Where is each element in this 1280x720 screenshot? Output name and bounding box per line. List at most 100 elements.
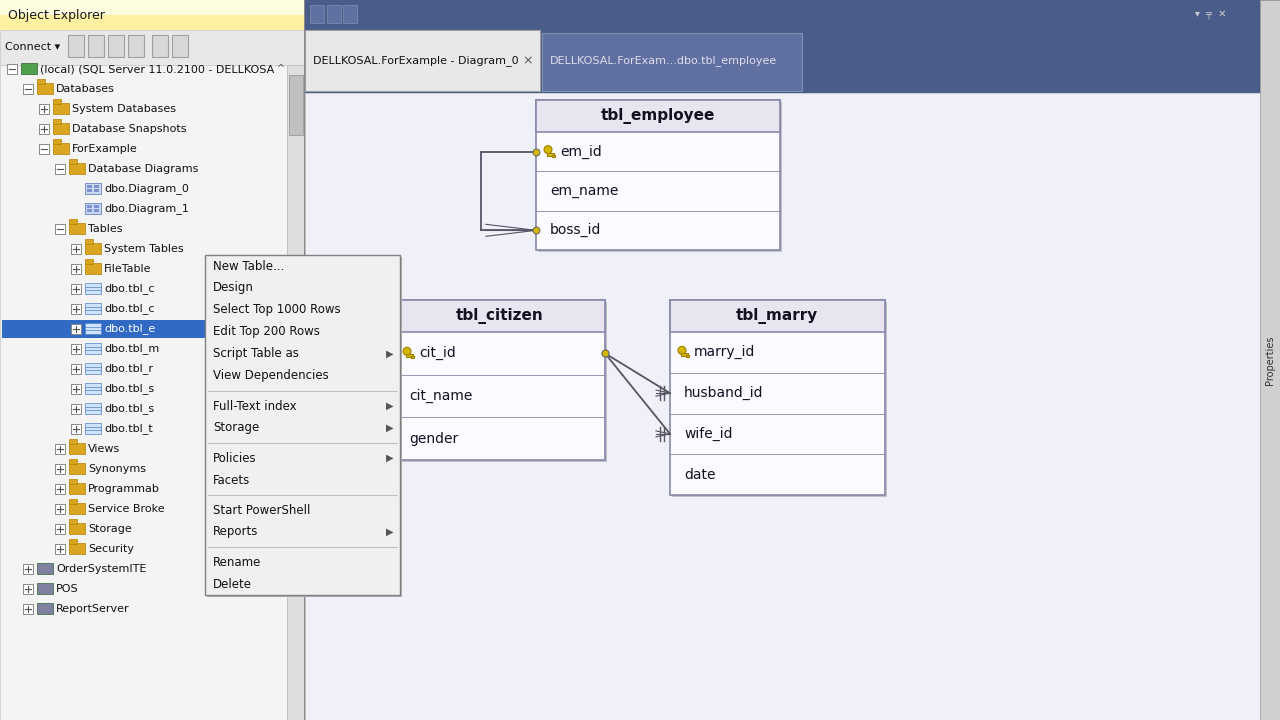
Bar xyxy=(547,153,554,156)
Bar xyxy=(152,35,168,57)
Text: Reports: Reports xyxy=(212,526,259,539)
Bar xyxy=(70,304,81,314)
Text: ^: ^ xyxy=(276,64,285,74)
Bar xyxy=(0,65,287,720)
Text: Facets: Facets xyxy=(212,474,251,487)
Text: cit_name: cit_name xyxy=(410,389,472,403)
Bar xyxy=(52,123,69,134)
Text: Policies: Policies xyxy=(212,451,256,464)
Bar xyxy=(69,439,77,444)
Text: Select Top 1000 Rows: Select Top 1000 Rows xyxy=(212,304,340,317)
Bar xyxy=(70,364,81,374)
Bar xyxy=(1260,0,1280,720)
Text: em_id: em_id xyxy=(561,145,602,158)
Circle shape xyxy=(678,346,686,354)
Bar xyxy=(69,539,77,544)
Text: gender: gender xyxy=(410,432,458,446)
Text: ▶: ▶ xyxy=(387,453,393,463)
Text: Full-Text index: Full-Text index xyxy=(212,400,297,413)
Bar xyxy=(108,35,124,57)
Bar xyxy=(84,303,101,314)
Bar xyxy=(70,384,81,394)
Circle shape xyxy=(403,347,411,356)
Text: Design: Design xyxy=(212,282,253,294)
Bar xyxy=(84,323,101,334)
Bar xyxy=(23,584,33,594)
Bar xyxy=(305,0,1280,30)
Bar xyxy=(84,363,101,374)
Bar xyxy=(55,164,65,174)
Bar xyxy=(84,383,101,394)
Bar xyxy=(69,523,84,534)
Text: Database Diagrams: Database Diagrams xyxy=(88,164,198,174)
Bar xyxy=(326,5,340,23)
Bar xyxy=(69,219,77,224)
Text: System Databases: System Databases xyxy=(72,104,177,114)
Text: boss_id: boss_id xyxy=(550,223,602,238)
Text: Security: Security xyxy=(88,544,134,554)
Text: Storage: Storage xyxy=(212,421,260,434)
Text: ▾  ╤  ✕: ▾ ╤ ✕ xyxy=(1196,10,1226,20)
Text: Script Table as: Script Table as xyxy=(212,348,298,361)
Bar xyxy=(70,404,81,414)
Text: New Table...: New Table... xyxy=(212,259,284,272)
Bar xyxy=(93,205,99,208)
Text: dbo.tbl_e: dbo.tbl_e xyxy=(104,323,155,335)
Text: Properties: Properties xyxy=(1265,336,1275,384)
Bar xyxy=(37,83,52,94)
Text: husband_id: husband_id xyxy=(684,386,763,400)
Bar xyxy=(172,35,188,57)
Bar xyxy=(69,223,84,234)
Text: DELLKOSAL.ForExample - Diagram_0: DELLKOSAL.ForExample - Diagram_0 xyxy=(314,55,518,66)
Text: Tables: Tables xyxy=(88,224,123,234)
Text: ×: × xyxy=(522,55,532,68)
Bar xyxy=(52,99,61,104)
Text: Rename: Rename xyxy=(212,556,261,569)
Bar xyxy=(38,104,49,114)
Bar xyxy=(69,503,84,514)
Bar xyxy=(541,33,803,91)
Text: Views: Views xyxy=(88,444,120,454)
Text: ▶: ▶ xyxy=(387,423,393,433)
Text: ▶: ▶ xyxy=(387,349,393,359)
Text: em_name: em_name xyxy=(550,184,618,198)
Bar xyxy=(84,183,101,194)
Bar xyxy=(84,259,93,264)
Bar xyxy=(69,543,84,554)
Bar xyxy=(397,302,607,462)
Bar xyxy=(23,604,33,614)
Bar xyxy=(69,459,77,464)
Bar xyxy=(3,320,285,338)
Text: POS: POS xyxy=(56,584,78,594)
Bar xyxy=(310,5,324,23)
Text: dbo.tbl_c: dbo.tbl_c xyxy=(104,304,155,315)
Text: Databases: Databases xyxy=(56,84,115,94)
Bar xyxy=(88,35,104,57)
Text: tbl_marry: tbl_marry xyxy=(736,308,818,324)
Text: FileTable: FileTable xyxy=(104,264,151,274)
Bar xyxy=(128,35,143,57)
Bar xyxy=(55,504,65,514)
Bar xyxy=(87,205,92,208)
Bar xyxy=(69,463,84,474)
Bar xyxy=(411,356,413,359)
Bar xyxy=(87,189,92,192)
Text: Storage: Storage xyxy=(88,524,132,534)
Bar xyxy=(37,603,52,614)
Bar xyxy=(23,564,33,574)
Bar xyxy=(69,479,77,484)
Bar xyxy=(669,300,884,495)
Text: date: date xyxy=(684,467,716,482)
Circle shape xyxy=(544,145,552,153)
Bar xyxy=(55,484,65,494)
Bar xyxy=(686,356,689,357)
Bar xyxy=(0,0,305,15)
Bar xyxy=(669,300,884,332)
Text: wife_id: wife_id xyxy=(684,427,732,441)
Bar xyxy=(37,79,45,84)
Bar xyxy=(70,424,81,434)
Text: dbo.Diagram_0: dbo.Diagram_0 xyxy=(104,184,189,194)
Bar xyxy=(207,257,402,597)
Bar xyxy=(406,354,413,357)
Bar xyxy=(305,93,1260,720)
